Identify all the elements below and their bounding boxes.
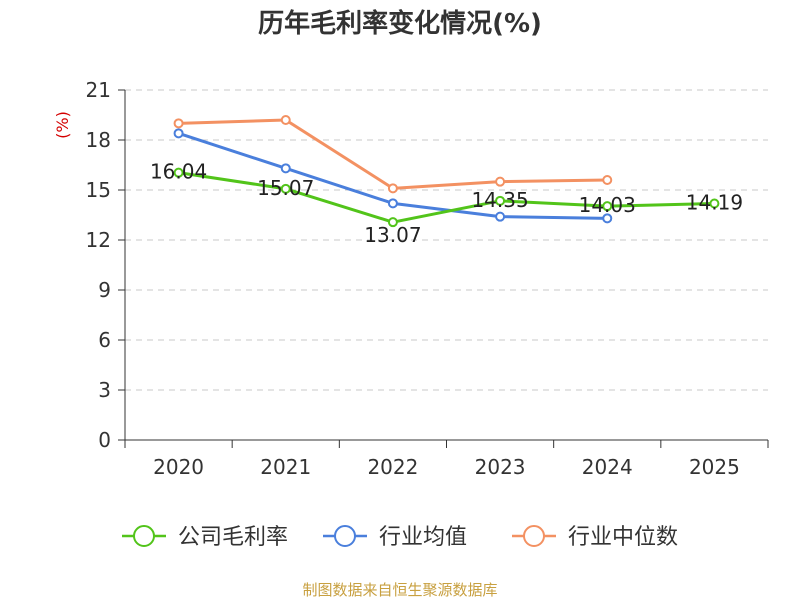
data-point-s0-2021[interactable] [280,183,291,194]
data-point-s2-2023[interactable] [495,176,506,187]
data-point-s2-2024[interactable] [602,175,613,185]
y-tick-label: 3 [98,378,111,402]
data-point-s0-2023[interactable] [495,195,506,206]
y-tick-label: 6 [98,328,111,352]
y-tick-label: 0 [98,428,111,452]
chart-title: 历年毛利率变化情况(%) [258,8,542,39]
data-point-s2-2020[interactable] [173,118,184,129]
data-label-2022: 13.07 [364,223,421,247]
x-tick-label-2021: 2021 [260,455,311,479]
data-label-2024: 14.03 [579,193,636,217]
legend-label-1[interactable]: 行业均值 [379,525,467,550]
x-tick-label-2025: 2025 [689,455,740,479]
data-point-s0-2025[interactable] [709,198,720,209]
legend-marker-0[interactable] [133,525,155,547]
data-point-s1-2022[interactable] [387,198,398,209]
legend-marker-2[interactable] [523,525,545,547]
data-label-2025: 14.19 [686,191,743,215]
axes: 0 3 6 9 12 15 18 21 2020 2021 2022 2023 2024 2025 [86,78,769,479]
data-point-s0-2022[interactable] [387,217,398,228]
data-label-2021: 15.07 [257,176,314,200]
data-point-s0-2020[interactable] [173,167,184,178]
x-tick-label-2022: 2022 [367,455,418,479]
data-point-s1-2020[interactable] [173,128,184,139]
y-tick-label: 12 [86,228,111,252]
y-axis-unit: (%) [53,111,72,139]
data-label-2020: 16.04 [150,160,207,184]
series-group [173,115,720,228]
legend[interactable]: 公司毛利率 行业均值 行业中位数 [122,525,678,550]
data-point-s0-2024[interactable] [602,201,613,212]
series-line-0 [178,171,715,224]
source-note: 制图数据来自恒生聚源数据库 [302,581,497,599]
x-tick-label-2024: 2024 [582,455,633,479]
data-point-s1-2023[interactable] [495,211,506,222]
data-label-2023: 14.35 [471,188,528,212]
y-tick-label: 15 [86,178,111,202]
legend-marker-1[interactable] [334,525,356,547]
data-point-s2-2022[interactable] [387,183,398,194]
data-point-s1-2021[interactable] [280,163,291,174]
x-tick-label-2020: 2020 [153,455,204,479]
y-tick-label: 18 [86,128,111,152]
gridlines [125,89,768,391]
y-tick-label: 9 [98,278,111,302]
data-point-s2-2021[interactable] [280,115,291,125]
y-tick-label: 21 [86,78,111,102]
x-tick-label-2023: 2023 [475,455,526,479]
legend-label-0[interactable]: 公司毛利率 [178,525,288,550]
data-point-s1-2024[interactable] [602,213,613,224]
legend-label-2[interactable]: 行业中位数 [568,525,678,550]
data-labels: 16.04 15.07 13.07 14.35 14.03 14.19 [150,160,743,248]
